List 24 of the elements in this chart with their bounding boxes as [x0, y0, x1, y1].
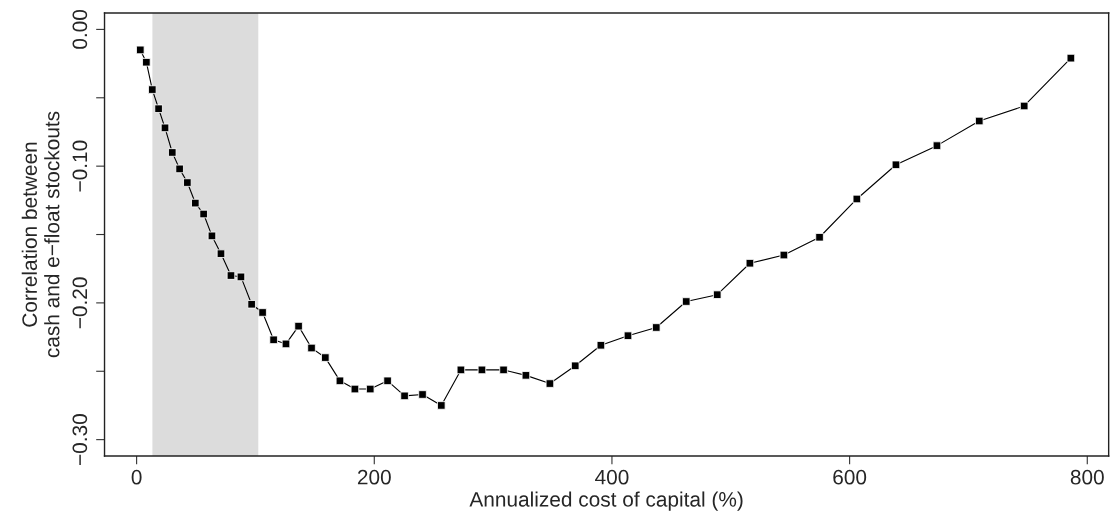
point: [891, 160, 901, 170]
point: [366, 384, 375, 394]
point: [456, 365, 466, 375]
x-tick-label: 200: [357, 469, 391, 485]
point: [477, 365, 487, 375]
y-tick-label: −0.10: [72, 140, 88, 192]
y-axis-title: Correlation between cash and e−float stockouts: [21, 111, 60, 358]
y-tick-label: −0.30: [72, 414, 88, 465]
point: [975, 116, 984, 126]
point: [596, 341, 606, 350]
point: [136, 45, 145, 55]
x-tick-label: 0: [131, 469, 142, 485]
point: [350, 384, 360, 394]
point: [570, 361, 580, 371]
x-tick-label: 400: [595, 469, 629, 485]
point: [160, 123, 170, 133]
point: [712, 290, 722, 299]
x-axis-title: Annualized cost of capital (%): [469, 491, 743, 511]
y-tick-label: 0.00: [72, 9, 88, 49]
x-tick-label: 600: [833, 469, 867, 485]
x-tick-label: 800: [1070, 469, 1104, 485]
point: [207, 231, 217, 241]
y-tick-label: −0.20: [72, 277, 88, 329]
point: [281, 339, 291, 349]
